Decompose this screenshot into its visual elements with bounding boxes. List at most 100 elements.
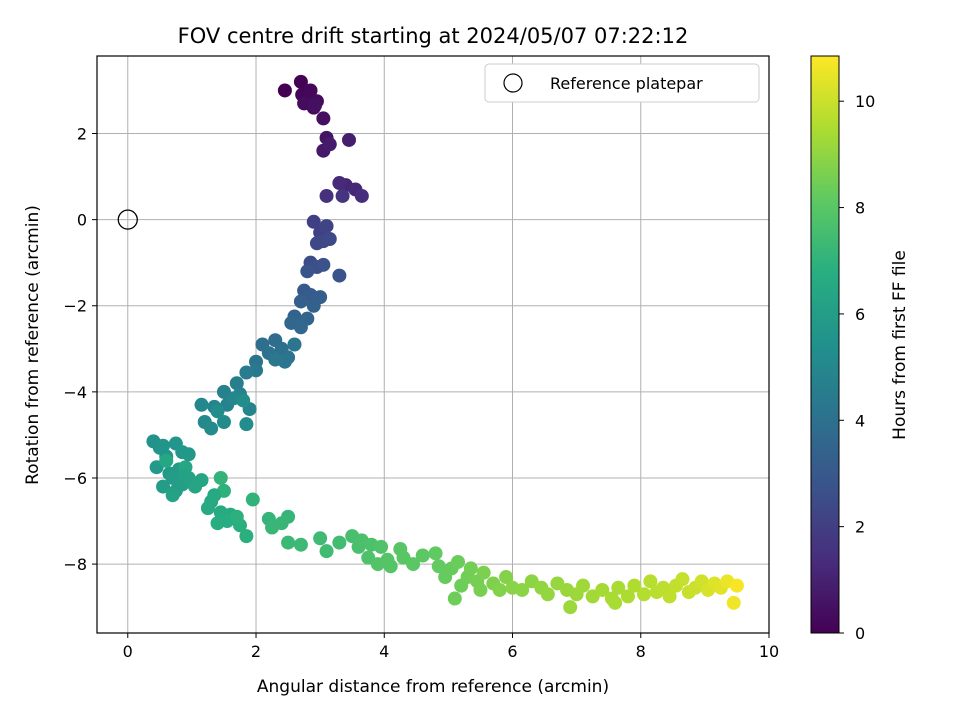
data-point <box>159 453 174 468</box>
colorbar-ticks: 0 2 4 6 8 10 <box>839 92 875 643</box>
data-point <box>306 298 321 313</box>
data-point <box>492 582 507 597</box>
data-point <box>636 587 651 602</box>
data-point <box>643 574 658 589</box>
data-point <box>239 417 254 432</box>
data-point <box>216 415 231 430</box>
data-point <box>383 559 398 574</box>
data-point <box>406 557 421 572</box>
x-tick-label: 10 <box>759 642 779 661</box>
data-point <box>300 264 315 279</box>
data-point <box>313 531 328 546</box>
y-tick-label: 2 <box>77 125 87 144</box>
x-axis-ticks: 0 2 4 6 8 10 <box>123 633 779 661</box>
colorbar-tick-label: 4 <box>855 411 865 430</box>
data-point <box>447 591 462 606</box>
data-point <box>319 188 334 203</box>
data-point <box>515 582 530 597</box>
data-point <box>210 516 225 531</box>
y-tick-label: −4 <box>63 383 87 402</box>
reference-platepar-marker <box>117 209 138 230</box>
data-point <box>316 257 331 272</box>
data-point <box>319 544 334 559</box>
data-point <box>207 488 222 503</box>
data-point <box>322 137 337 152</box>
data-point <box>204 421 219 436</box>
data-point <box>229 509 244 524</box>
data-point <box>303 83 318 98</box>
data-point <box>675 572 690 587</box>
colorbar-tick-label: 0 <box>855 624 865 643</box>
data-point <box>287 337 302 352</box>
data-point <box>431 559 446 574</box>
data-point <box>451 554 466 569</box>
data-point <box>239 529 254 544</box>
data-point <box>576 578 591 593</box>
data-point <box>229 376 244 391</box>
chart-title: FOV centre drift starting at 2024/05/07 … <box>178 24 689 48</box>
data-point <box>277 83 292 98</box>
data-point <box>293 537 308 552</box>
legend-label: Reference platepar <box>550 74 703 93</box>
data-point <box>463 561 478 576</box>
data-point <box>316 111 331 126</box>
legend-box <box>484 63 760 103</box>
data-point <box>415 548 430 563</box>
data-point <box>354 188 369 203</box>
colorbar-tick-label: 8 <box>855 199 865 218</box>
y-axis-ticks: −8 −6 −4 −2 0 2 <box>63 125 97 574</box>
scatter-points <box>117 74 744 615</box>
data-point <box>332 535 347 550</box>
data-point <box>428 546 443 561</box>
y-tick-label: −6 <box>63 469 87 488</box>
data-point <box>374 539 389 554</box>
data-point <box>194 473 209 488</box>
y-tick-label: −8 <box>63 555 87 574</box>
data-point <box>729 578 744 593</box>
data-point <box>165 488 180 503</box>
data-point <box>200 501 215 516</box>
data-point <box>473 582 488 597</box>
data-point <box>293 320 308 335</box>
legend: Reference platepar <box>484 63 760 103</box>
x-tick-label: 2 <box>251 642 261 661</box>
y-axis-label: Rotation from reference (arcmin) <box>23 205 43 485</box>
data-point <box>281 535 296 550</box>
x-tick-label: 0 <box>123 642 133 661</box>
colorbar-tick-label: 2 <box>855 518 865 537</box>
y-tick-label: −2 <box>63 297 87 316</box>
colorbar-tick-label: 6 <box>855 305 865 324</box>
data-point <box>268 352 283 367</box>
data-point <box>236 393 251 408</box>
x-axis-label: Angular distance from reference (arcmin) <box>257 677 609 697</box>
data-point <box>351 539 366 554</box>
data-point <box>306 214 321 229</box>
data-point <box>595 582 610 597</box>
plot-frame <box>96 55 770 634</box>
data-point <box>499 570 514 585</box>
data-point <box>239 365 254 380</box>
colorbar-label: Hours from first FF file <box>890 250 910 440</box>
data-point <box>540 587 555 602</box>
data-point <box>662 589 677 604</box>
data-point <box>620 589 635 604</box>
data-point <box>563 600 578 615</box>
colorbar <box>810 55 840 634</box>
x-tick-label: 4 <box>379 642 389 661</box>
data-point <box>332 268 347 283</box>
x-tick-label: 8 <box>636 642 646 661</box>
data-point <box>319 219 334 234</box>
data-point <box>322 232 337 247</box>
data-point <box>178 468 193 483</box>
data-point <box>627 578 642 593</box>
y-tick-label: 0 <box>77 211 87 230</box>
x-tick-label: 6 <box>507 642 517 661</box>
data-point <box>297 96 312 111</box>
data-point <box>611 580 626 595</box>
data-point <box>293 74 308 89</box>
colorbar-tick-label: 10 <box>855 92 875 111</box>
grid-lines <box>97 56 770 633</box>
data-point <box>608 595 623 610</box>
data-point <box>194 397 209 412</box>
